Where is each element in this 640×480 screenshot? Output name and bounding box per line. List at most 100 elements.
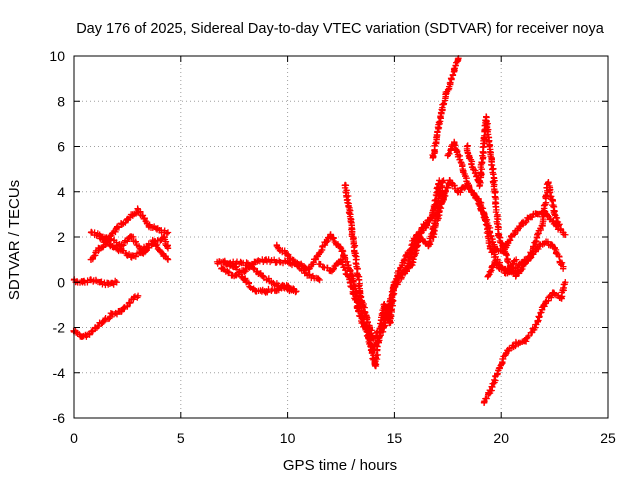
data-point bbox=[476, 181, 484, 189]
data-point bbox=[134, 292, 142, 300]
data-point-cluster bbox=[348, 226, 360, 260]
y-tick-label: 4 bbox=[57, 184, 65, 200]
data-point bbox=[252, 258, 259, 266]
data-point bbox=[559, 265, 567, 272]
data-point-cluster bbox=[429, 134, 440, 161]
data-point bbox=[220, 258, 227, 266]
data-point bbox=[241, 267, 249, 275]
data-point bbox=[218, 265, 225, 272]
data-point bbox=[357, 290, 364, 297]
data-point bbox=[160, 251, 167, 259]
data-point bbox=[455, 188, 462, 195]
data-point bbox=[316, 249, 323, 257]
data-point-cluster bbox=[484, 260, 498, 280]
data-point bbox=[117, 308, 125, 315]
y-tick-label: -6 bbox=[53, 410, 66, 426]
data-point bbox=[519, 220, 526, 227]
data-point bbox=[96, 233, 103, 241]
data-point bbox=[512, 272, 520, 279]
data-point bbox=[305, 272, 313, 279]
data-point bbox=[508, 233, 516, 241]
data-point bbox=[562, 231, 569, 238]
data-point bbox=[369, 335, 377, 343]
data-point bbox=[371, 362, 379, 370]
data-point bbox=[542, 238, 550, 245]
data-point bbox=[483, 113, 490, 121]
data-point bbox=[263, 256, 270, 263]
y-tick-label: -4 bbox=[53, 365, 66, 381]
data-point bbox=[292, 288, 300, 295]
data-point bbox=[128, 233, 135, 241]
data-point bbox=[408, 260, 415, 268]
data-point bbox=[421, 222, 428, 229]
data-point bbox=[386, 319, 394, 327]
data-point bbox=[485, 272, 492, 279]
data-point bbox=[79, 333, 86, 340]
data-point bbox=[134, 206, 142, 214]
data-point bbox=[87, 276, 95, 284]
series-track-l bbox=[429, 55, 462, 162]
data-point bbox=[85, 331, 93, 338]
x-tick-label: 10 bbox=[280, 430, 296, 446]
data-point bbox=[87, 229, 95, 236]
data-point bbox=[352, 256, 360, 263]
data-point bbox=[113, 279, 120, 286]
data-point bbox=[164, 256, 172, 263]
data-point bbox=[459, 165, 466, 173]
series-track-k bbox=[341, 177, 443, 343]
data-point bbox=[446, 79, 454, 87]
data-point bbox=[476, 199, 484, 207]
data-point bbox=[438, 109, 445, 116]
data-point bbox=[491, 245, 498, 252]
data-point bbox=[538, 222, 545, 229]
data-point bbox=[241, 276, 249, 284]
data-point bbox=[442, 91, 449, 98]
data-point bbox=[489, 165, 496, 173]
data-point bbox=[386, 301, 394, 309]
y-tick-label: 8 bbox=[57, 93, 65, 109]
data-point-cluster bbox=[345, 207, 355, 229]
data-point bbox=[540, 301, 548, 309]
data-point bbox=[124, 215, 131, 223]
data-point bbox=[273, 242, 281, 250]
data-point bbox=[495, 233, 503, 241]
data-point bbox=[498, 265, 505, 272]
data-point bbox=[316, 276, 323, 284]
x-tick-label: 20 bbox=[493, 430, 509, 446]
data-point bbox=[433, 131, 441, 139]
x-tick-label: 0 bbox=[70, 430, 78, 446]
data-point bbox=[348, 283, 355, 290]
data-point bbox=[342, 181, 349, 189]
data-point bbox=[495, 365, 503, 372]
data-point bbox=[273, 258, 281, 266]
data-point bbox=[316, 260, 323, 268]
data-point bbox=[156, 227, 163, 234]
chart-title: Day 176 of 2025, Sidereal Day-to-day VTE… bbox=[76, 21, 605, 37]
data-point bbox=[284, 251, 291, 259]
data-point bbox=[164, 229, 172, 236]
series-track-p bbox=[480, 279, 569, 406]
data-point bbox=[425, 242, 432, 250]
y-tick-label: 2 bbox=[57, 229, 65, 245]
data-point bbox=[87, 256, 95, 263]
y-tick-label: 10 bbox=[49, 48, 65, 64]
data-point bbox=[530, 211, 537, 218]
data-point bbox=[263, 288, 270, 295]
data-point bbox=[145, 222, 152, 229]
data-point bbox=[104, 281, 112, 288]
y-axis-label: SDTVAR / TECUs bbox=[6, 180, 23, 300]
data-point bbox=[468, 188, 475, 195]
data-point bbox=[357, 312, 364, 320]
data-point bbox=[117, 247, 125, 254]
data-point bbox=[547, 215, 554, 223]
data-point bbox=[436, 177, 443, 184]
data-point bbox=[512, 340, 520, 347]
data-point bbox=[504, 346, 511, 354]
data-point bbox=[346, 206, 353, 214]
series-track-n bbox=[444, 138, 569, 255]
y-tick-label: 6 bbox=[57, 139, 65, 155]
data-point bbox=[164, 245, 172, 252]
data-point bbox=[504, 256, 511, 263]
data-point bbox=[527, 254, 535, 261]
